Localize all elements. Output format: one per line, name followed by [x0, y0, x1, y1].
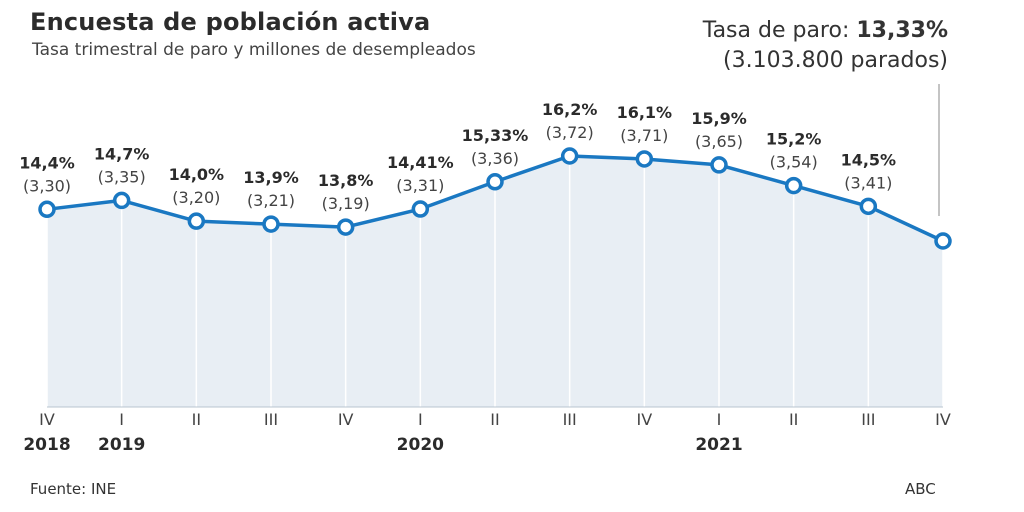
x-tick-quarter: IV — [338, 410, 354, 429]
data-point — [486, 173, 504, 191]
x-tick-quarter: IV — [39, 410, 55, 429]
data-point — [934, 232, 952, 250]
data-label-unemployed: (3,71) — [620, 126, 668, 145]
data-point — [112, 191, 131, 210]
data-label-rate: 16,2% — [542, 100, 598, 119]
callout-value: 13,33% — [856, 18, 948, 43]
data-label-unemployed: (3,19) — [322, 194, 370, 213]
callout-prefix: Tasa de paro: — [702, 18, 857, 43]
data-point — [336, 218, 355, 236]
data-label-rate: 16,1% — [617, 103, 673, 122]
x-tick-quarter: III — [563, 410, 577, 429]
data-label-rate: 14,0% — [169, 165, 225, 184]
x-tick-quarter: I — [119, 410, 124, 429]
x-tick-quarter: II — [490, 410, 499, 429]
brand-label: ABC — [905, 480, 936, 498]
data-point — [859, 197, 878, 216]
x-tick-quarter: IV — [935, 410, 951, 429]
x-tick-year: 2018 — [23, 435, 70, 455]
data-point — [635, 150, 654, 168]
x-tick-quarter: I — [717, 410, 722, 429]
source-note: Fuente: INE — [30, 480, 117, 498]
x-tick-year: 2020 — [397, 435, 444, 455]
x-tick-year: 2021 — [695, 435, 742, 455]
latest-value-callout: Tasa de paro: 13,33% (3.103.800 parados) — [703, 16, 948, 76]
x-tick-quarter: II — [192, 410, 201, 429]
x-tick-quarter: III — [861, 410, 875, 429]
data-label-rate: 14,7% — [94, 144, 150, 163]
data-point — [784, 176, 803, 195]
data-point — [560, 147, 579, 165]
data-label-rate: 14,4% — [19, 153, 75, 172]
data-label-unemployed: (3,65) — [695, 132, 743, 151]
x-tick-quarter: IV — [636, 410, 652, 429]
data-label-rate: 15,9% — [691, 109, 747, 128]
data-label-rate: 14,41% — [387, 153, 454, 172]
data-point — [262, 215, 280, 233]
callout-detail: (3.103.800 parados) — [723, 48, 948, 73]
data-point — [38, 200, 56, 219]
data-label-unemployed: (3,35) — [98, 167, 146, 186]
callout-line-1: Tasa de paro: 13,33% — [703, 16, 948, 46]
x-tick-quarter: II — [789, 410, 798, 429]
data-label-rate: 14,5% — [841, 150, 897, 169]
data-point — [187, 212, 206, 230]
data-point — [411, 200, 430, 218]
data-label-unemployed: (3,36) — [471, 149, 519, 168]
x-tick-quarter: I — [418, 410, 423, 429]
chart-subtitle: Tasa trimestral de paro y millones de de… — [32, 40, 476, 60]
data-label-unemployed: (3,30) — [23, 176, 71, 195]
x-tick-quarter: III — [264, 410, 278, 429]
data-label-unemployed: (3,54) — [770, 153, 818, 172]
data-label-unemployed: (3,72) — [546, 123, 594, 142]
data-label-unemployed: (3,31) — [396, 176, 444, 195]
data-label-rate: 15,33% — [462, 126, 529, 145]
x-tick-year: 2019 — [98, 435, 145, 455]
data-label-rate: 15,2% — [766, 130, 822, 149]
data-label-rate: 13,8% — [318, 171, 374, 190]
data-label-rate: 13,9% — [243, 168, 299, 187]
data-point — [710, 156, 728, 174]
data-label-unemployed: (3,20) — [172, 188, 220, 207]
data-label-unemployed: (3,21) — [247, 191, 295, 210]
chart-title: Encuesta de población activa — [30, 8, 431, 36]
data-label-unemployed: (3,41) — [844, 173, 892, 192]
